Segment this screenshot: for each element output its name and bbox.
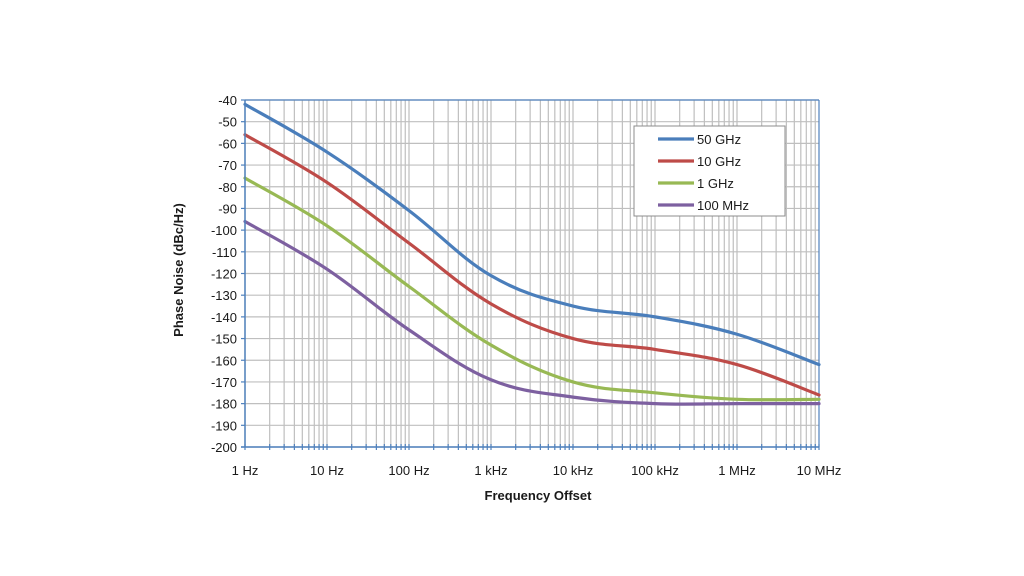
legend-item: 50 GHz bbox=[658, 132, 741, 147]
legend: 50 GHz 10 GHz 1 GHz 100 MHz bbox=[633, 125, 786, 217]
x-axis-tick-labels: 1 Hz 10 Hz 100 Hz 1 kHz 10 kHz 100 kHz 1 MHz 10… bbox=[232, 463, 842, 478]
x-tick-label: 100 kHz bbox=[631, 463, 679, 478]
x-tick-label: 10 MHz bbox=[797, 463, 842, 478]
series-line-50-ghz bbox=[243, 102, 821, 367]
y-tick-label: -40 bbox=[218, 93, 237, 108]
y-tick-label: -50 bbox=[218, 115, 237, 130]
y-tick-label: -100 bbox=[211, 223, 237, 238]
series-line-10-ghz bbox=[243, 133, 821, 397]
y-tick-label: -140 bbox=[211, 310, 237, 325]
y-tick-label: -80 bbox=[218, 180, 237, 195]
y-tick-label: -190 bbox=[211, 418, 237, 433]
y-tick-label: -200 bbox=[211, 440, 237, 455]
y-tick-label: -180 bbox=[211, 397, 237, 412]
legend-box bbox=[633, 125, 786, 217]
series-line-1-ghz bbox=[243, 176, 821, 402]
x-tick-label: 10 kHz bbox=[553, 463, 593, 478]
legend-item: 1 GHz bbox=[658, 176, 734, 191]
y-tick-label: -170 bbox=[211, 375, 237, 390]
y-axis-tick-labels: -40 -50 -60 -70 -80 -90 -100 -110 -120 -130 -140 -1… bbox=[211, 93, 237, 455]
x-tick-label: 1 kHz bbox=[474, 463, 507, 478]
series-line-100-mhz bbox=[243, 219, 821, 406]
legend-item: 10 GHz bbox=[658, 154, 741, 169]
x-axis-title: Frequency Offset bbox=[485, 488, 593, 503]
axes bbox=[241, 99, 820, 450]
legend-label: 1 GHz bbox=[697, 176, 734, 191]
legend-label: 50 GHz bbox=[697, 132, 741, 147]
y-tick-label: -60 bbox=[218, 136, 237, 151]
x-tick-label: 1 MHz bbox=[718, 463, 756, 478]
legend-item: 100 MHz bbox=[658, 198, 749, 213]
y-tick-label: -130 bbox=[211, 288, 237, 303]
y-tick-label: -160 bbox=[211, 353, 237, 368]
legend-label: 100 MHz bbox=[697, 198, 749, 213]
x-tick-label: 100 Hz bbox=[388, 463, 429, 478]
y-tick-label: -120 bbox=[211, 267, 237, 282]
legend-label: 10 GHz bbox=[697, 154, 741, 169]
y-tick-label: -150 bbox=[211, 332, 237, 347]
y-tick-label: -70 bbox=[218, 158, 237, 173]
data-series bbox=[243, 102, 821, 406]
y-axis-title: Phase Noise (dBc/Hz) bbox=[171, 203, 186, 337]
x-tick-label: 10 Hz bbox=[310, 463, 344, 478]
y-tick-label: -90 bbox=[218, 201, 237, 216]
y-tick-label: -110 bbox=[212, 245, 237, 260]
x-tick-label: 1 Hz bbox=[232, 463, 259, 478]
